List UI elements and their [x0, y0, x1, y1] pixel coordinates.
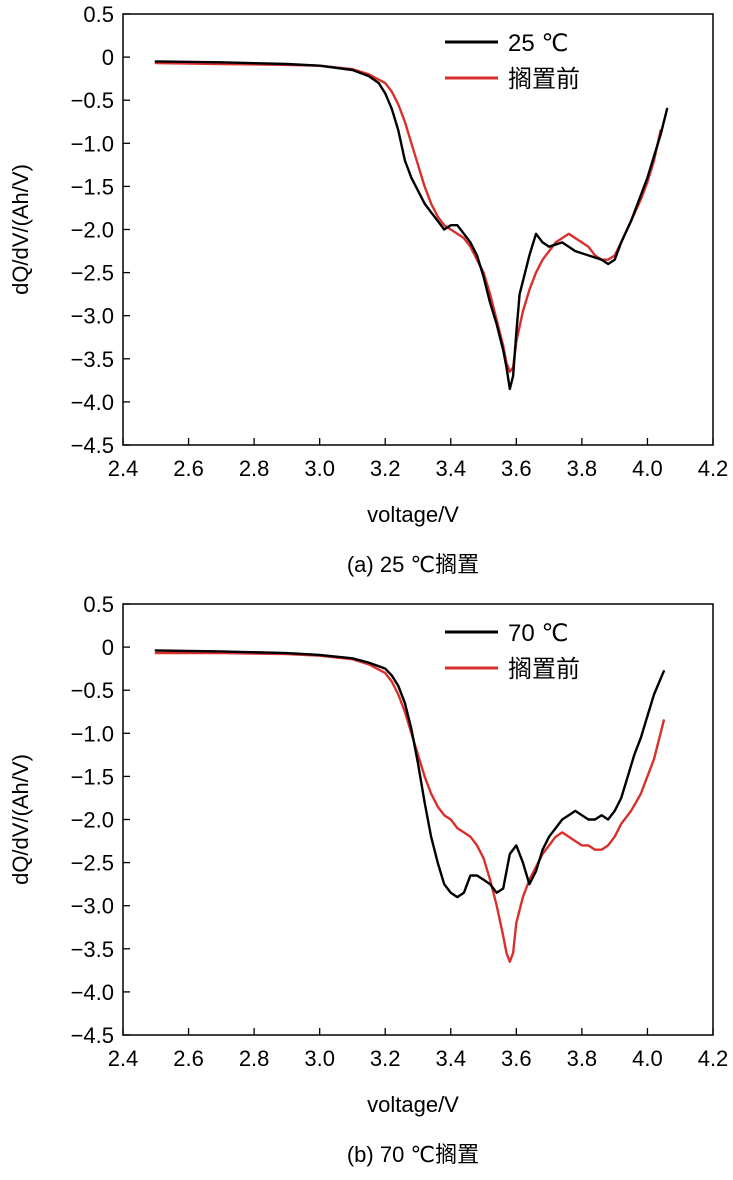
- x-tick-label: 3.2: [370, 1046, 401, 1071]
- x-tick-label: 4.2: [698, 456, 729, 481]
- x-tick-label: 3.8: [567, 1046, 598, 1071]
- legend-label-1: 搁置前: [508, 656, 580, 683]
- x-tick-label: 2.4: [108, 456, 139, 481]
- x-tick-label: 3.0: [304, 456, 335, 481]
- legend-label-0: 70 ℃: [508, 620, 568, 647]
- x-tick-label: 4.0: [632, 1046, 663, 1071]
- x-tick-label: 2.4: [108, 1046, 139, 1071]
- y-tick-label: 0: [102, 635, 114, 660]
- y-tick-label: −4.5: [71, 1023, 114, 1048]
- dqdv-chart-a: 2.4 2.6 2.8 3.0 3.2 3.4 3.6 3.8 4.0 4.2 0.5 0 −0.5 −1…: [8, 2, 729, 577]
- y-tick-label: −0.5: [71, 678, 114, 703]
- y-tick-label: 0.5: [83, 592, 114, 617]
- x-tick-label: 4.2: [698, 1046, 729, 1071]
- y-tick-label: −4.0: [71, 980, 114, 1005]
- y-tick-label: −2.5: [71, 851, 114, 876]
- x-axis-label: voltage/V: [367, 1092, 459, 1117]
- y-tick-label: −2.0: [71, 808, 114, 833]
- chart-panel-a: 2.4 2.6 2.8 3.0 3.2 3.4 3.6 3.8 4.0 4.2 0.5 0 −0.5 −1…: [8, 2, 729, 577]
- series-line-0: [154, 649, 665, 899]
- y-axis-label: dQ/dV/(Ah/V): [8, 164, 33, 295]
- y-tick-label: −4.5: [71, 433, 114, 458]
- y-tick-label: −4.0: [71, 390, 114, 415]
- x-tick-label: 2.6: [173, 1046, 204, 1071]
- y-tick-label: −1.0: [71, 131, 114, 156]
- y-tick-label: −1.5: [71, 764, 114, 789]
- x-tick-label: 3.8: [567, 456, 598, 481]
- x-axis-label: voltage/V: [367, 502, 459, 527]
- series-line-0: [154, 60, 669, 391]
- x-tick-label: 3.6: [501, 1046, 532, 1071]
- x-tick-label: 3.2: [370, 456, 401, 481]
- y-tick-label: −0.5: [71, 88, 114, 113]
- x-tick-label: 3.0: [304, 1046, 335, 1071]
- x-tick-label: 2.8: [239, 456, 270, 481]
- x-tick-label: 4.0: [632, 456, 663, 481]
- y-tick-label: −2.0: [71, 218, 114, 243]
- series-line-1: [154, 61, 662, 373]
- y-tick-label: −3.0: [71, 304, 114, 329]
- figure-caption: (b) 70 ℃搁置: [347, 1142, 479, 1167]
- x-tick-label: 2.6: [173, 456, 204, 481]
- chart-panel-b: 2.4 2.6 2.8 3.0 3.2 3.4 3.6 3.8 4.0 4.2 0.5 0 −0.5 −1…: [0, 590, 733, 1180]
- x-tick-label: 3.4: [435, 1046, 466, 1071]
- legend-label-1: 搁置前: [508, 66, 580, 93]
- y-tick-label: −3.5: [71, 347, 114, 372]
- x-tick-label: 3.4: [435, 456, 466, 481]
- plot-frame: [122, 13, 714, 446]
- y-tick-label: −1.0: [71, 721, 114, 746]
- y-tick-label: −3.5: [71, 937, 114, 962]
- x-tick-label: 2.8: [239, 1046, 270, 1071]
- figure-caption: (a) 25 ℃搁置: [347, 552, 479, 577]
- series-line-1: [154, 651, 665, 963]
- legend-label-0: 25 ℃: [508, 30, 568, 57]
- x-tick-label: 3.6: [501, 456, 532, 481]
- y-tick-label: 0: [102, 45, 114, 70]
- y-tick-label: −2.5: [71, 261, 114, 286]
- y-tick-label: −1.5: [71, 174, 114, 199]
- dqdv-chart-b: 2.4 2.6 2.8 3.0 3.2 3.4 3.6 3.8 4.0 4.2 0.5 0 −0.5 −1…: [8, 592, 729, 1167]
- y-tick-label: −3.0: [71, 894, 114, 919]
- y-axis-label: dQ/dV/(Ah/V): [8, 754, 33, 885]
- y-tick-label: 0.5: [83, 2, 114, 27]
